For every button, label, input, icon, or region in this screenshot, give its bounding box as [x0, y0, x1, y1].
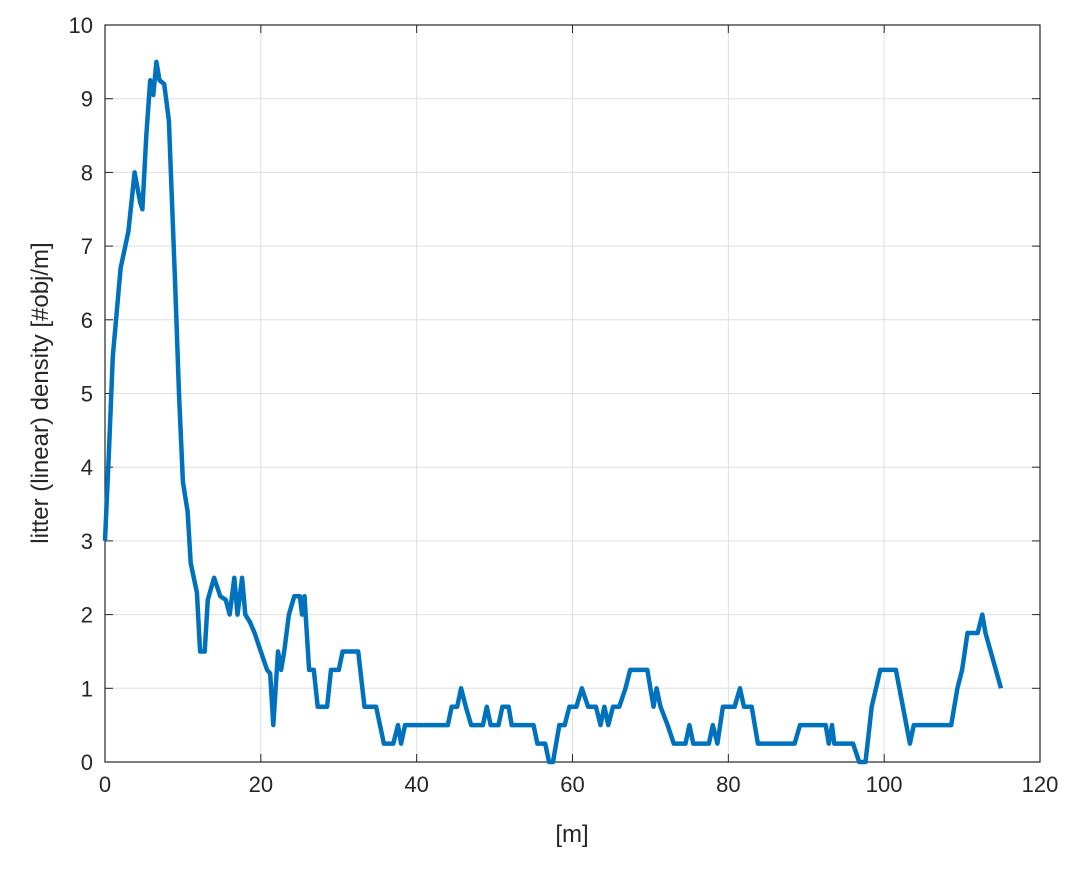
y-tick-label: 1 — [81, 676, 93, 701]
y-tick-label: 6 — [81, 308, 93, 333]
x-axis-label: [m] — [555, 821, 588, 848]
grid — [104, 24, 1041, 763]
ticks: 0 20 40 60 80 100 120 0 1 2 3 4 5 6 7 8 9 10 — [69, 13, 1059, 797]
x-tick-label: 0 — [99, 772, 111, 797]
y-tick-label: 3 — [81, 529, 93, 554]
x-tick-label: 60 — [560, 772, 584, 797]
y-tick-label: 9 — [81, 87, 93, 112]
y-tick-label: 0 — [81, 750, 93, 775]
x-tick-label: 40 — [404, 772, 428, 797]
y-tick-label: 7 — [81, 234, 93, 259]
y-tick-label: 2 — [81, 603, 93, 628]
x-tick-label: 20 — [249, 772, 273, 797]
y-tick-label: 4 — [81, 455, 93, 480]
y-tick-label: 8 — [81, 160, 93, 185]
y-tick-label: 5 — [81, 382, 93, 407]
y-tick-label: 10 — [69, 13, 93, 38]
x-tick-label: 100 — [866, 772, 903, 797]
y-axis-label: litter (linear) density [#obj/m] — [27, 242, 54, 543]
x-tick-label: 120 — [1022, 772, 1059, 797]
x-tick-label: 80 — [716, 772, 740, 797]
series-line — [102, 59, 1004, 765]
